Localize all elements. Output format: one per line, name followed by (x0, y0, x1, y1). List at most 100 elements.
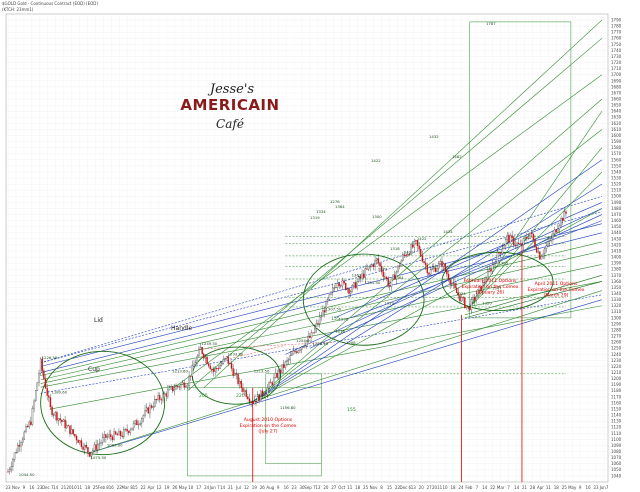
candle-body (349, 291, 352, 294)
candle-body (535, 246, 538, 253)
candle-body (495, 262, 497, 264)
x-tick-label: 14 (53, 485, 59, 490)
candle-body (521, 243, 523, 246)
candle-body (491, 264, 494, 272)
candle-body (25, 426, 27, 433)
candle-body (322, 310, 324, 317)
candle-body (465, 306, 468, 309)
x-tick-label: Mar 8 (122, 485, 134, 490)
y-tick-label: 1620 (611, 121, 622, 126)
candle-body (485, 279, 487, 283)
x-tick-label: Nov (12, 485, 20, 490)
candle-body (225, 356, 228, 359)
candle-body (317, 323, 319, 325)
y-tick-label: 1750 (611, 42, 622, 47)
candle-body (36, 382, 39, 391)
y-tick-label: 1350 (611, 285, 622, 290)
candle-body (478, 286, 481, 290)
candle-body (160, 399, 163, 401)
x-tick-label: 10 (443, 485, 449, 490)
candle-body (103, 434, 105, 438)
candle-body (237, 374, 239, 384)
candle-body (297, 350, 300, 353)
x-tick-label: 23 (292, 485, 298, 490)
candle-body (385, 277, 388, 279)
candle-body (124, 428, 127, 430)
candle-body (314, 327, 316, 334)
candle-body (345, 282, 347, 291)
candle-body (362, 273, 365, 278)
candle-body (224, 358, 226, 360)
y-tick-label: 1500 (611, 194, 622, 199)
trend-line (40, 281, 602, 388)
x-tick-label: Dec 7 (42, 485, 54, 490)
candle-body (354, 282, 357, 289)
x-tick-label: 24 (458, 485, 464, 490)
x-tick-label: Jun7 (599, 485, 609, 490)
y-tick-label: 1560 (611, 157, 622, 162)
candle-body (397, 265, 399, 273)
candle-body (26, 426, 29, 428)
candle-body (343, 280, 345, 284)
trend-line (464, 275, 602, 316)
candle-body (33, 400, 35, 409)
price-level: 1307.50 (326, 307, 342, 312)
x-tick-label: 11 (77, 485, 83, 490)
candle-body (351, 285, 353, 292)
candle-body (70, 429, 73, 435)
candle-body (183, 382, 185, 388)
candle-body (172, 386, 174, 392)
candle-body (54, 412, 57, 416)
y-tick-label: 1400 (611, 255, 622, 260)
candle-body (157, 395, 159, 400)
trend-line (40, 264, 602, 384)
candle-body (459, 295, 461, 302)
candle-body (403, 254, 406, 256)
candle-body (126, 428, 128, 432)
price-level: 1248.20 (312, 341, 328, 346)
candle-body (470, 299, 473, 311)
x-tick-label: 26 (172, 485, 178, 490)
candle-body (389, 285, 391, 287)
y-tick-label: 1570 (611, 151, 622, 156)
y-tick-label: 1280 (611, 327, 622, 332)
y-tick-label: 1310 (611, 309, 622, 314)
y-tick-label: 1300 (611, 315, 622, 320)
candle-body (511, 235, 513, 238)
candle-body (366, 268, 368, 270)
candle-body (129, 429, 132, 433)
trend-line (252, 208, 603, 403)
y-tick-label: 1240 (611, 352, 622, 357)
x-tick-label: Dec 6 (400, 485, 412, 490)
trend-line (170, 74, 603, 390)
candle-body (333, 287, 336, 289)
candle-body (235, 373, 238, 375)
x-tick-label: 23 (5, 485, 11, 490)
candle-body (190, 376, 192, 377)
expiration-note-line: Expiration on the Comex (240, 423, 297, 429)
candle-body (41, 358, 43, 371)
candle-body (207, 363, 210, 367)
candle-body (519, 243, 522, 245)
candle-body (114, 431, 117, 435)
candle-body (310, 332, 313, 338)
candle-body (136, 420, 138, 426)
candle-body (222, 359, 225, 364)
candle-body (265, 394, 267, 396)
x-tick-label: 22 (395, 485, 401, 490)
trend-line (40, 294, 602, 394)
candle-body (374, 259, 376, 267)
candle-body (263, 395, 265, 397)
candle-body (482, 281, 484, 292)
candle-body (31, 408, 34, 425)
candle-body (142, 415, 145, 419)
candle-body (273, 377, 275, 386)
candle-body (188, 376, 190, 386)
candle-body (234, 373, 236, 376)
candle-body (74, 433, 76, 437)
candle-body (95, 444, 97, 450)
candle-body (46, 388, 48, 396)
candle-body (219, 365, 221, 369)
candle-body (261, 390, 264, 397)
